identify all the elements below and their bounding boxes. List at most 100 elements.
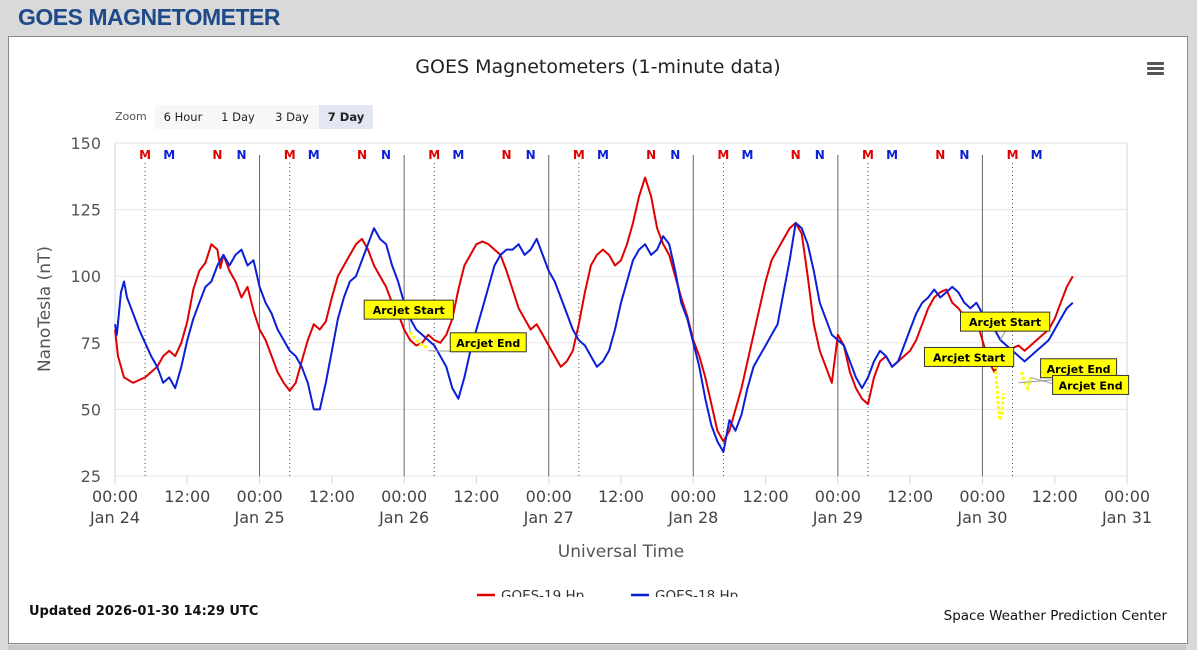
annotation-box-1 [449,332,527,353]
x-tick-date-10: Jan 29 [812,508,863,527]
marker-M-17: M [742,148,754,162]
y-axis: 25 50 75 100 125 150 [70,134,101,486]
chart-title: GOES Magnetometers (1-minute data) [415,56,781,78]
x-tick-time-12: 00:00 [959,487,1005,506]
x-tick-time-8: 00:00 [670,487,716,506]
updated-timestamp: Updated 2026-01-30 14:29 UTC [29,604,259,619]
arcjet-segment-0 [409,331,429,350]
arcjet-segment-1 [993,355,1005,421]
y-tick-label-125: 125 [70,201,101,220]
marker-M-9: M [452,148,464,162]
annotation-box-2 [960,311,1051,332]
annotations: Arcjet Start Arcjet End Arcjet Start Arcjet… [363,299,1130,395]
x-tick-time-7: 12:00 [598,487,644,506]
zoom-6-hour-button[interactable]: 6 Hour [155,105,211,129]
annotation-label-4: Arcjet Start [933,351,1005,364]
y-tick-label-50: 50 [81,400,101,419]
marker-N-6: N [357,148,367,162]
marker-M-1: M [163,148,175,162]
y-tick-label-150: 150 [70,134,101,153]
zoom-1-day-button[interactable]: 1 Day [211,105,265,129]
x-tick-time-5: 12:00 [453,487,499,506]
hamburger-menu-icon[interactable] [1147,62,1164,76]
marker-M-0: M [139,148,151,162]
arcjet-segments [409,331,1033,421]
page-title: GOES MAGNETOMETER [18,4,281,30]
x-tick-date-0: Jan 24 [89,508,140,527]
marker-M-13: M [597,148,609,162]
annotation-box-0 [363,299,454,320]
x-tick-time-14: 00:00 [1104,487,1150,506]
marker-N-7: N [381,148,391,162]
marker-M-5: M [308,148,320,162]
marker-M-16: M [717,148,729,162]
day-boundary-lines [144,155,1014,476]
chart-panel: GOES Magnetometers (1-minute data) Zoom … [8,36,1188,644]
marker-N-14: N [646,148,656,162]
annotation-label-1: Arcjet End [456,337,520,350]
chart-grid [114,142,1128,477]
x-tick-date-4: Jan 26 [378,508,429,527]
x-tick-time-13: 12:00 [1032,487,1078,506]
x-tick-time-4: 00:00 [381,487,427,506]
y-tick-label-100: 100 [70,267,101,286]
x-tick-time-10: 00:00 [815,487,861,506]
x-tick-time-2: 00:00 [237,487,283,506]
series-line-goes18 [114,221,1074,453]
marker-N-23: N [959,148,969,162]
marker-N-22: N [935,148,945,162]
x-tick-time-0: 00:00 [92,487,138,506]
marker-M-8: M [428,148,440,162]
marker-M-12: M [573,148,585,162]
zoom-3-day-button[interactable]: 3 Day [265,105,319,129]
annotation-connector-0 [408,319,411,333]
x-axis-label: Universal Time [558,542,684,562]
series-lines [114,176,1074,453]
zoom-label: Zoom [115,110,147,123]
x-tick-time-6: 00:00 [526,487,572,506]
credits-text: Space Weather Prediction Center [943,608,1167,624]
marker-N-19: N [815,148,825,162]
annotation-label-2: Arcjet Start [969,316,1041,329]
x-tick-date-14: Jan 31 [1101,508,1152,527]
x-tick-date-8: Jan 28 [667,508,718,527]
series-line-goes19 [114,176,1074,443]
x-tick-time-9: 12:00 [743,487,789,506]
marker-N-15: N [670,148,680,162]
annotation-box-4 [923,346,1015,367]
marker-N-10: N [502,148,512,162]
annotation-box-5 [1052,374,1130,395]
x-tick-time-11: 12:00 [887,487,933,506]
arcjet-segment-2 [1020,371,1033,392]
marker-M-4: M [284,148,296,162]
annotation-label-3: Arcjet End [1047,363,1111,376]
plot-border [114,142,1128,477]
y-tick-label-75: 75 [81,334,101,353]
annotation-label-5: Arcjet End [1059,379,1123,392]
legend-label-1: GOES-18 Hp [655,588,738,597]
x-axis: 00:00 Jan 24 12:00 00:00 Jan 25 12:00 00:00 Jan… [89,476,1152,527]
annotation-connector-2 [1000,330,1006,341]
x-tick-time-1: 12:00 [164,487,210,506]
y-tick-label-25: 25 [81,467,101,486]
marker-N-2: N [212,148,222,162]
x-tick-time-3: 12:00 [309,487,355,506]
marker-N-18: N [791,148,801,162]
bottom-scrollbar[interactable] [8,645,1186,650]
annotation-label-0: Arcjet Start [373,304,445,317]
y-axis-label: NanoTesla (nT) [35,246,55,372]
zoom-7-day-button[interactable]: 7 Day [319,105,373,129]
x-tick-date-12: Jan 30 [956,508,1007,527]
marker-M-21: M [886,148,898,162]
marker-M-24: M [1007,148,1019,162]
x-tick-date-6: Jan 27 [523,508,574,527]
legend-label-0: GOES-19 Hp [501,588,584,597]
legend: GOES-19 Hp GOES-18 Hp [477,588,738,597]
marker-M-25: M [1031,148,1043,162]
marker-N-11: N [526,148,536,162]
marker-M-20: M [862,148,874,162]
marker-N-3: N [236,148,246,162]
x-tick-date-2: Jan 25 [234,508,285,527]
